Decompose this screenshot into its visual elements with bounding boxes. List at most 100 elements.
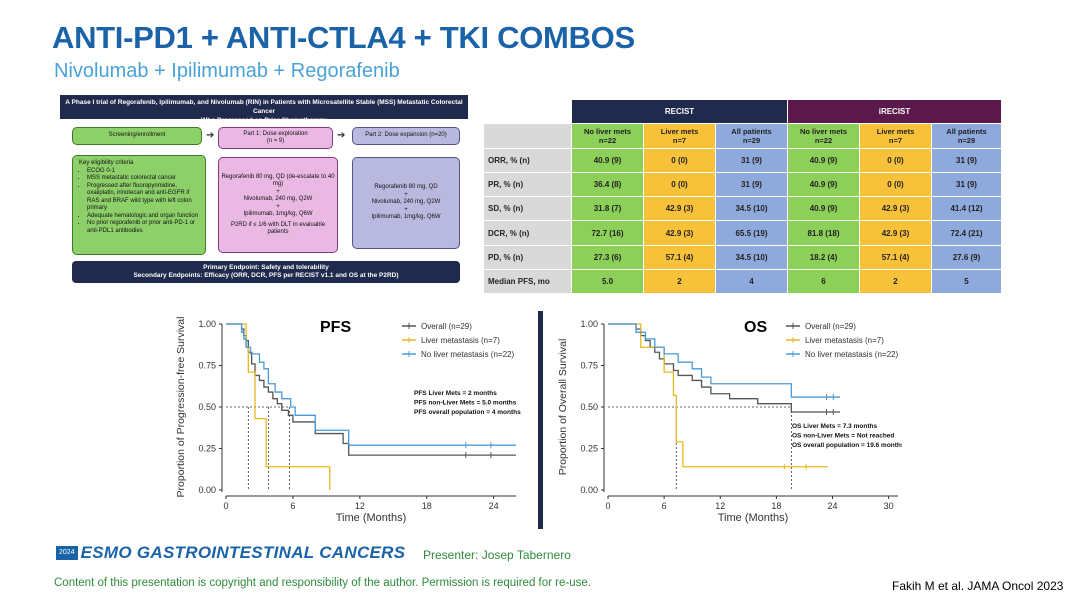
criteria-item: MSS metastatic colorectal cancer	[87, 175, 199, 183]
diagram-title-line1: A Phase I trial of Regorafenib, Ipilimum…	[65, 99, 463, 115]
copyright-text: Content of this presentation is copyrigh…	[54, 577, 591, 589]
logo-year: 2024	[56, 546, 78, 560]
primary-endpoint: Primary Endpoint: Safety and tolerabilit…	[203, 264, 329, 271]
median-annotation: PFS Liver Mets = 2 months	[414, 390, 497, 397]
table-cell: 31 (9)	[931, 147, 1002, 173]
column-header-label: All patients	[731, 126, 772, 136]
table-cell: 57.1 (4)	[859, 244, 932, 271]
table-cell: 42.9 (3)	[643, 220, 716, 246]
column-header-n: n=22	[814, 135, 833, 145]
y-tick-label: 0.25	[580, 444, 598, 454]
table-corner-sub	[483, 123, 572, 149]
recist-header: RECIST	[571, 98, 788, 125]
table-row: SD, % (n) 31.8 (7) 42.9 (3) 34.5 (10) 40.9 (…	[483, 196, 1002, 222]
table-row: DCR, % (n) 72.7 (16) 42.9 (3) 65.5 (19) 81.8…	[483, 220, 1002, 246]
endpoints-box: Primary Endpoint: Safety and tolerabilit…	[72, 261, 460, 283]
median-annotation: PFS non-Liver Mets = 5.0 months	[414, 400, 517, 407]
table-cell: 40.9 (9)	[787, 196, 860, 222]
median-annotation: PFS overall population = 4 months	[414, 409, 521, 416]
km-curve-series-1	[608, 323, 828, 468]
x-tick-label: 0	[605, 501, 610, 511]
table-cell: 5	[931, 269, 1002, 295]
table-cell: 81.8 (18)	[787, 220, 860, 246]
x-axis-label: Time (Months)	[336, 512, 407, 524]
regimen-line: Nivolumab, 240 mg, Q2W	[371, 199, 441, 206]
column-header: Liver mets n=7	[859, 123, 932, 149]
column-header: No liver mets n=22	[571, 123, 644, 149]
regimen-line: +	[276, 188, 280, 195]
table-cell: 40.9 (9)	[787, 171, 860, 198]
table-cell: 0 (0)	[859, 147, 932, 173]
irecist-header: iRECIST	[787, 98, 1002, 125]
y-axis-label: Proportion of Progression-free Survival	[175, 317, 187, 498]
row-label: Median PFS, mo	[483, 269, 572, 295]
column-header-n: n=7	[672, 135, 687, 145]
part1-regimen-box: Regorafenib 80 mg, QD (de-escalate to 40…	[218, 157, 338, 253]
column-header: All patients n=29	[715, 123, 788, 149]
y-tick-label: 0.75	[198, 361, 216, 371]
slide-title: ANTI-PD1 + ANTI-CTLA4 + TKI COMBOS	[52, 20, 635, 55]
regimen-line: Ipilimumab, 1mg/kg, Q6W	[371, 214, 441, 221]
column-header-label: Liver mets	[876, 126, 915, 136]
part2-label: Part 2: Dose expansion (n=20)	[365, 132, 447, 139]
regimen-line: +	[404, 191, 408, 198]
table-row: ORR, % (n) 40.9 (9) 0 (0) 31 (9) 40.9 (9) 0 (…	[483, 147, 1002, 173]
x-tick-label: 6	[290, 501, 295, 511]
part1-box: Part 1: Dose exploration (n = 9)	[218, 127, 333, 149]
y-tick-label: 1.00	[198, 319, 216, 329]
table-cell: 31 (9)	[715, 171, 788, 198]
km-curve-series-2	[608, 323, 840, 398]
table-cell: 57.1 (4)	[643, 244, 716, 271]
slide-subtitle: Nivolumab + Ipilimumab + Regorafenib	[54, 60, 400, 82]
table-cell: 34.5 (10)	[715, 196, 788, 222]
arrow-icon: ➔	[206, 130, 215, 141]
column-header-n: n=7	[888, 135, 903, 145]
table-cell: 0 (0)	[643, 147, 716, 173]
legend-label: No liver metastasis (n=22)	[421, 350, 514, 359]
regimen-line: Ipilimumab, 1mg/kg, Q6W	[243, 211, 313, 217]
criteria-item: ECOG 0-1	[87, 168, 199, 176]
table-cell: 42.9 (3)	[859, 220, 932, 246]
column-header-n: n=29	[742, 135, 761, 145]
x-tick-label: 24	[828, 501, 838, 511]
column-header-label: Liver mets	[660, 126, 699, 136]
legend-label: Overall (n=29)	[421, 322, 472, 331]
os-chart: 0.00 0.25 0.50 0.75 1.00 0 6 12 18 24 30 Time (Mont…	[557, 319, 902, 524]
km-curve-series-0	[608, 323, 840, 413]
table-cell: 42.9 (3)	[859, 196, 932, 222]
table-cell: 31 (9)	[931, 171, 1002, 198]
km-curve-series-2	[226, 323, 516, 446]
arrow-icon: ➔	[337, 130, 346, 141]
esmo-logo: 2024 ESMO GASTROINTESTINAL CANCERS	[56, 542, 405, 564]
table-cell: 0 (0)	[643, 171, 716, 198]
table-cell: 34.5 (10)	[715, 244, 788, 271]
table-cell: 31.8 (7)	[571, 196, 644, 222]
table-row: PR, % (n) 36.4 (8) 0 (0) 31 (9) 40.9 (9) 0 (0…	[483, 171, 1002, 198]
table-cell: 27.6 (9)	[931, 244, 1002, 271]
x-tick-label: 24	[489, 501, 499, 511]
criteria-item: No prior regorafenib or prior anti-PD-1 …	[87, 220, 199, 235]
chart-divider	[538, 311, 543, 529]
x-tick-label: 18	[422, 501, 432, 511]
logo-text: ESMO GASTROINTESTINAL CANCERS	[80, 543, 406, 562]
criteria-list: ECOG 0-1MSS metastatic colorectal cancer…	[87, 168, 199, 236]
column-header-n: n=29	[957, 135, 976, 145]
regimen-line: Nivolumab, 240 mg, Q2W	[243, 196, 313, 202]
citation-text: Fakih M et al. JAMA Oncol 2023	[892, 579, 1064, 593]
results-table: RECIST iRECIST No liver mets n=22 Liver me…	[483, 98, 1002, 295]
column-header-label: No liver mets	[583, 126, 632, 136]
row-label: PD, % (n)	[483, 244, 572, 271]
criteria-title: Key eligibility criteria	[79, 160, 134, 166]
x-tick-label: 30	[884, 501, 894, 511]
table-cell: 36.4 (8)	[571, 171, 644, 198]
x-tick-label: 12	[355, 501, 365, 511]
part1-label: Part 1: Dose exploration	[243, 130, 308, 137]
x-tick-label: 12	[715, 501, 725, 511]
screening-label: Screening/enrollment	[108, 132, 166, 139]
y-tick-label: 0.00	[198, 485, 216, 495]
x-tick-label: 0	[223, 501, 228, 511]
y-axis-label: Proportion of Overall Survival	[557, 339, 569, 476]
screening-box: Screening/enrollment	[72, 127, 202, 145]
regimen-line: Regorafenib 80 mg, QD (de-escalate to 40…	[221, 173, 335, 188]
column-header: No liver mets n=22	[787, 123, 860, 149]
